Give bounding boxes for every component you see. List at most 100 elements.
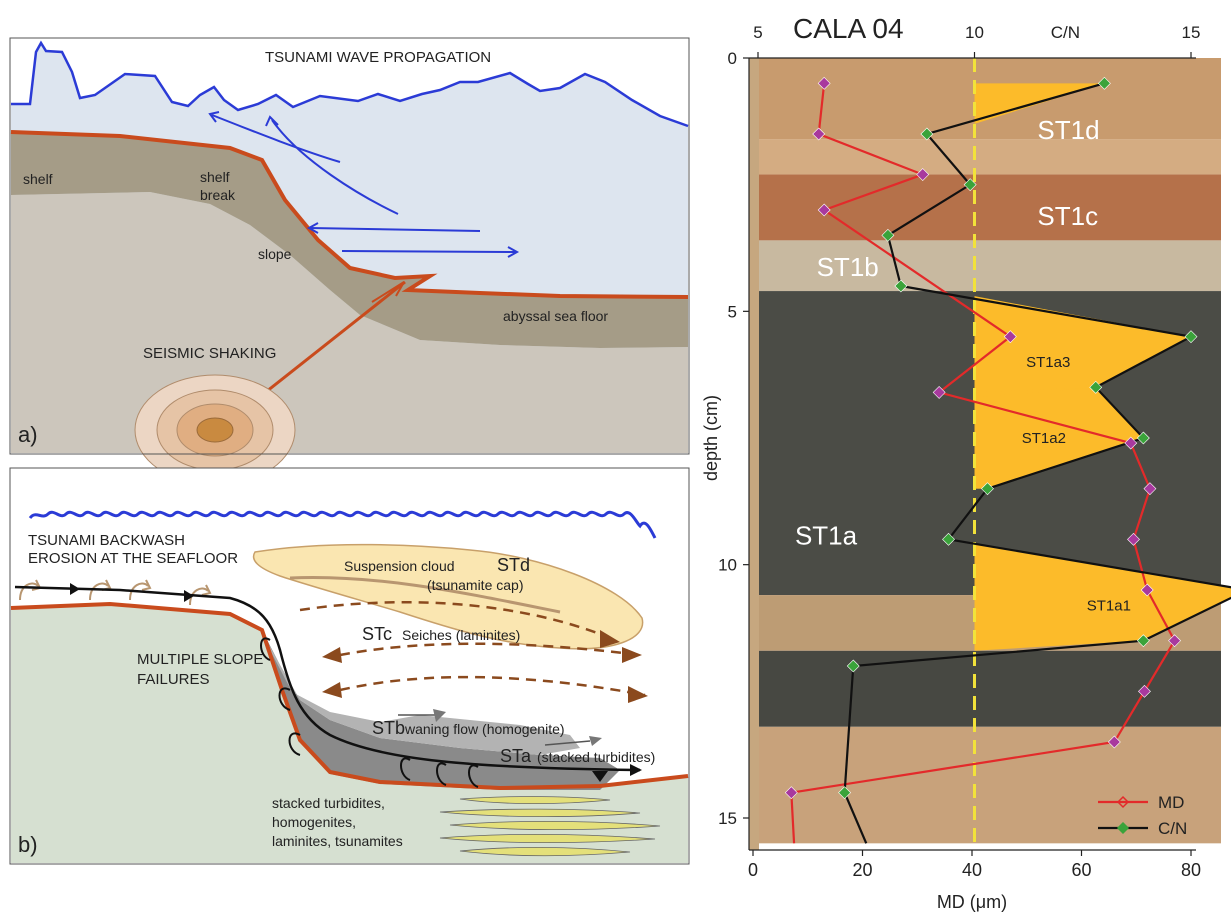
point-md-6	[1124, 436, 1138, 450]
point-cn-7	[1136, 431, 1150, 445]
point-cn-2	[963, 178, 977, 192]
point-md-0	[817, 76, 831, 90]
unit-label-st1a3: ST1a3	[1026, 354, 1070, 371]
point-cn-0	[1097, 76, 1111, 90]
point-md-10	[1168, 634, 1181, 648]
bottom-axis-label: MD (μm)	[937, 892, 1007, 912]
unit-label-st1b: ST1b	[817, 252, 879, 282]
panel-b-letter: b)	[18, 832, 38, 857]
point-cn-1	[920, 127, 934, 141]
tsunami-wave-line	[11, 40, 689, 128]
stacked-deposits	[439, 796, 661, 857]
markers-group	[784, 76, 1198, 800]
point-md-12	[1107, 735, 1121, 749]
bottom-tick-label-20: 20	[852, 860, 872, 880]
arrow-head-3	[306, 222, 319, 234]
legend-marker-1	[1116, 821, 1130, 835]
point-md-1	[812, 127, 826, 141]
core-layer-7	[758, 726, 1221, 844]
label-stc: STc	[362, 624, 392, 644]
label-multiple-2: FAILURES	[137, 671, 210, 688]
point-cn-8	[981, 482, 994, 496]
label-backwash-2: EROSION AT THE SEAFLOOR	[28, 550, 238, 567]
unit-label-st1c: ST1c	[1037, 201, 1098, 231]
surface-wave-b	[28, 510, 657, 539]
seabed-line-b	[10, 601, 689, 791]
cn-fill-shape-1	[974, 296, 1191, 393]
point-md-13	[784, 786, 798, 800]
chart-title: CALA 04	[793, 13, 904, 44]
label-cloud-1: Suspension cloud	[344, 558, 455, 574]
sediment-layer	[11, 132, 688, 348]
point-cn-3	[881, 228, 895, 242]
cloud-internal-flow	[289, 576, 561, 614]
backwash-arrowheads	[70, 583, 642, 782]
panel-a: TSUNAMI WAVE PROPAGATION shelf shelf bre…	[9, 37, 690, 486]
wave-arrows	[208, 111, 520, 258]
bottom-tick-label-60: 60	[1071, 860, 1091, 880]
point-md-4	[1003, 330, 1017, 344]
point-md-3	[817, 203, 831, 217]
slope-failure-curls	[260, 637, 479, 788]
point-cn-9	[942, 532, 955, 546]
unit-label-st1a1: ST1a1	[1087, 597, 1131, 614]
arrow-left	[309, 227, 481, 232]
top-axis-label: C/N	[1051, 23, 1080, 42]
label-std: STd	[497, 555, 530, 575]
panel-a-frame	[9, 37, 690, 455]
top-tick-label-10: 10	[965, 23, 984, 42]
label-shelf: shelf	[23, 171, 53, 187]
label-shelf-break-2: break	[200, 187, 236, 203]
unit-label-st1d: ST1d	[1037, 115, 1099, 145]
arrow-right	[341, 250, 517, 253]
arrow-head-1	[208, 111, 220, 123]
unit-labels: ST1d ST1c ST1b ST1a3 ST1a2 ST1a1 ST1a	[795, 115, 1131, 614]
label-stb: STb	[372, 718, 405, 738]
point-cn-5	[1184, 330, 1198, 344]
arrow-up-left-1	[211, 114, 341, 163]
panel-a-letter: a)	[18, 422, 38, 447]
y-tick-label-10: 10	[718, 556, 737, 575]
homogenite-flow	[262, 632, 580, 755]
earthquake-focus	[134, 374, 296, 486]
top-tick-label-15: 15	[1182, 23, 1201, 42]
arrow-head-2	[265, 115, 279, 127]
label-multiple-1: MULTIPLE SLOPE	[137, 651, 263, 668]
panel-a-title: TSUNAMI WAVE PROPAGATION	[265, 49, 491, 66]
point-md-8	[1127, 532, 1140, 546]
arrow-up-left-2	[271, 119, 399, 215]
panel-b: TSUNAMI BACKWASH EROSION AT THE SEAFLOOR…	[9, 467, 690, 865]
legend-label-0: MD	[1158, 793, 1184, 812]
point-md-7	[1143, 482, 1157, 496]
label-cloud-2: (tsunamite cap)	[427, 577, 523, 593]
point-md-2	[916, 168, 930, 181]
fault-slip-arrow	[371, 281, 405, 303]
point-md-5	[932, 385, 946, 399]
label-backwash-1: TSUNAMI BACKWASH	[28, 532, 185, 549]
erosion-curls	[19, 579, 212, 606]
seiche-arrows	[299, 600, 646, 697]
flow-pointer-arrows	[398, 714, 591, 746]
legend-marker-0	[1116, 795, 1130, 809]
label-deposit-3: laminites, tsunamites	[272, 833, 403, 849]
flow-pointer-heads	[433, 709, 602, 746]
label-sta-text: (stacked turbidites)	[537, 749, 655, 765]
turbidity-flow-dark	[235, 616, 620, 790]
seiche-arrowheads	[322, 630, 648, 703]
y-axis-label: depth (cm)	[701, 395, 721, 481]
bottom-tick-label-0: 0	[748, 860, 758, 880]
point-cn-12	[846, 659, 860, 673]
arrow-head-4	[507, 246, 520, 258]
cn-fill-shape-0	[974, 83, 1105, 124]
core-layer-3	[758, 240, 1221, 292]
legend: MD C/N	[1098, 793, 1187, 838]
legend-label-1: C/N	[1158, 819, 1187, 838]
point-md-11	[1138, 684, 1151, 698]
unit-label-st1a2: ST1a2	[1022, 430, 1066, 447]
label-deposit-2: homogenites,	[272, 814, 356, 830]
y-tick-label-15: 15	[718, 809, 737, 828]
bottom-tick-label-80: 80	[1181, 860, 1201, 880]
seabed-line	[10, 130, 689, 299]
